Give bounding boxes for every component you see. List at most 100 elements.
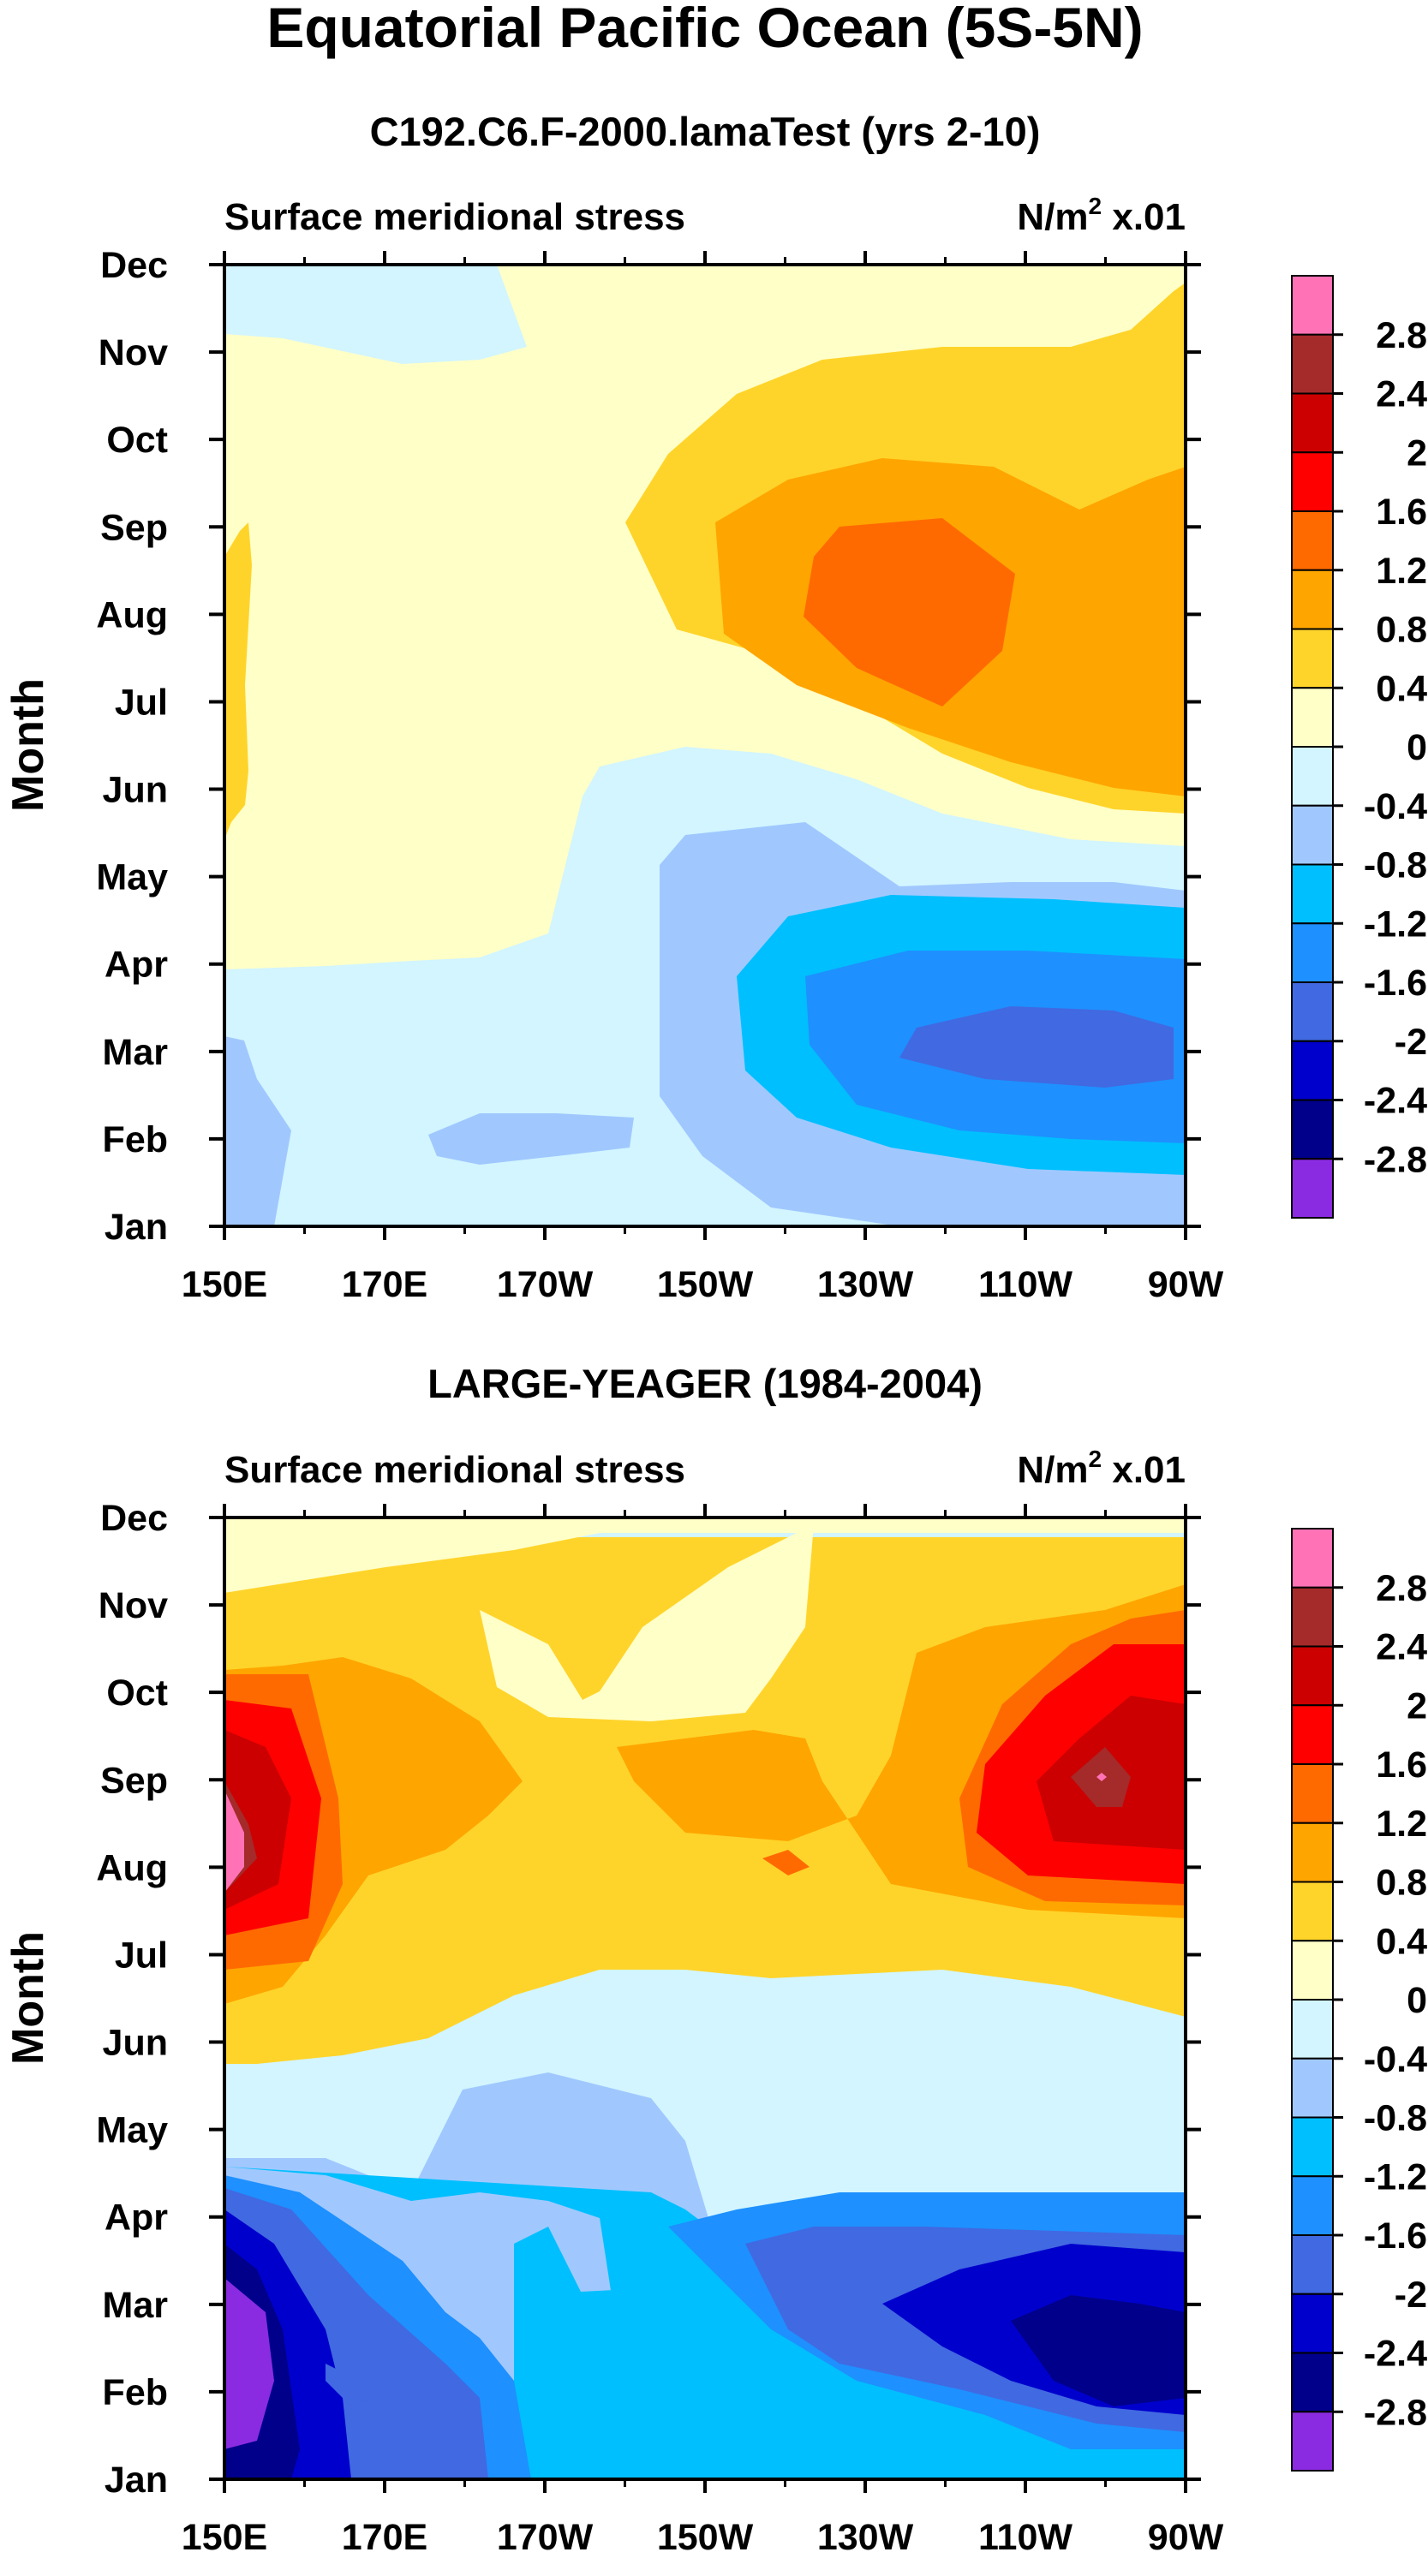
panel-2-ylabel: Month [3, 1931, 53, 2065]
y-tick-label: Oct [106, 1673, 168, 1714]
contour-region [480, 1524, 814, 1721]
colorbar-label: -2.4 [1364, 1081, 1427, 1122]
contour-region [224, 265, 527, 364]
x-tick-label: 110W [978, 2517, 1072, 2558]
figure-title: Equatorial Pacific Ocean (5S-5N) [266, 0, 1143, 59]
contour-region [224, 1518, 1186, 1593]
contour-region [899, 1006, 1174, 1088]
colorbar-swatch [1291, 2411, 1334, 2472]
y-tick-label: Dec [100, 1498, 168, 1539]
y-tick-label: Mar [103, 2285, 169, 2326]
colorbar-label: -2 [1395, 1022, 1427, 1063]
colorbar-label: 2 [1407, 1685, 1427, 1726]
colorbar-label: -0.4 [1364, 786, 1427, 827]
y-tick-label: May [96, 857, 168, 898]
colorbar-swatch [1291, 687, 1334, 748]
colorbar-label: 1.2 [1376, 551, 1427, 592]
colorbar-swatch [1291, 510, 1334, 571]
colorbar-swatch [1291, 1645, 1334, 1707]
panel-1-left-label: Surface meridional stress [224, 196, 685, 238]
y-tick-label: Feb [103, 1119, 168, 1160]
y-tick-label: Nov [99, 332, 168, 373]
colorbar-swatch [1291, 1040, 1334, 1101]
panel-2: LARGE-YEAGER (1984-2004) Surface meridio… [3, 1361, 1224, 2558]
colorbar-swatch [1291, 275, 1334, 336]
colorbar-label: 2.4 [1376, 1627, 1427, 1668]
y-tick-label: Nov [99, 1585, 168, 1626]
contour-region [762, 1850, 810, 1875]
colorbar-swatch [1291, 981, 1334, 1042]
colorbar-label: -2.4 [1364, 2334, 1427, 2375]
y-tick-label: Aug [96, 594, 168, 635]
y-tick-label: Apr [105, 2197, 168, 2239]
x-tick-label: 150E [182, 2517, 267, 2558]
y-tick-label: Jan [105, 2460, 168, 2501]
colorbar-label: -2.8 [1364, 1139, 1427, 1180]
x-tick-label: 130W [817, 1264, 914, 1305]
panel-1-field [224, 265, 1186, 1226]
x-tick-label: 90W [1148, 2517, 1224, 2558]
y-tick-label: Jun [103, 2023, 168, 2064]
y-tick-label: Sep [100, 1760, 168, 1801]
y-tick-label: Jul [115, 1935, 168, 1976]
colorbar-swatch [1291, 863, 1334, 925]
colorbar-label: -1.6 [1364, 2215, 1427, 2257]
colorbar-swatch [1291, 569, 1334, 630]
contour-region [326, 2364, 377, 2406]
colorbar-swatch [1291, 804, 1334, 866]
colorbar-label: 0.4 [1376, 668, 1427, 709]
colorbar-swatch [1291, 451, 1334, 512]
x-tick-label: 150E [182, 1264, 267, 1305]
y-tick-label: Apr [105, 945, 168, 986]
panel-1-units-label: N/m2 x.01 [1017, 193, 1186, 238]
contour-region [1011, 2295, 1186, 2406]
contour-region [224, 2278, 274, 2449]
contour-region [428, 1113, 634, 1165]
panel-2-title: LARGE-YEAGER (1984-2004) [427, 1361, 983, 1406]
colorbar-1: 2.8 2.4 2 1.6 1.2 0.8 0.4 0 -0.4 -0.8 -1.2 -1.6 -2 -2… [1291, 275, 1427, 1219]
colorbar-label: 1.2 [1376, 1804, 1427, 1845]
colorbar-label: -1.2 [1364, 903, 1427, 945]
colorbar-swatch [1291, 1940, 1334, 2001]
y-tick-label: Jul [115, 682, 168, 723]
colorbar-label: 0.8 [1376, 610, 1427, 651]
contour-region [224, 1036, 291, 1226]
colorbar-label: -1.6 [1364, 963, 1427, 1004]
y-tick-label: May [96, 2110, 168, 2151]
colorbar-swatch [1291, 1528, 1334, 1589]
x-tick-label: 150W [657, 2517, 754, 2558]
colorbar-swatch [1291, 392, 1334, 454]
contour-region [224, 522, 252, 839]
colorbar-swatch [1291, 1763, 1334, 1824]
x-tick-label: 170W [497, 1264, 594, 1305]
x-tick-label: 150W [657, 1264, 754, 1305]
colorbar-swatch [1291, 746, 1334, 807]
colorbar-swatch [1291, 1099, 1334, 1160]
colorbar-swatch [1291, 1586, 1334, 1648]
colorbar-label: -1.2 [1364, 2156, 1427, 2197]
colorbar-swatch [1291, 2234, 1334, 2295]
colorbar-swatch [1291, 628, 1334, 689]
colorbar-label: 0.4 [1376, 1921, 1427, 1962]
colorbar-label: -0.8 [1364, 845, 1427, 886]
colorbar-swatch [1291, 333, 1334, 395]
x-tick-label: 170W [497, 2517, 594, 2558]
colorbar-label: 2.4 [1376, 374, 1427, 415]
y-tick-label: Oct [106, 420, 168, 461]
colorbar-label: -2 [1395, 2275, 1427, 2316]
contour-region [1096, 1773, 1107, 1781]
y-tick-label: Jan [105, 1207, 168, 1248]
x-tick-label: 130W [817, 2517, 914, 2558]
panel-2-left-label: Surface meridional stress [224, 1449, 685, 1491]
colorbar-2: 2.8 2.4 2 1.6 1.2 0.8 0.4 0 -0.4 -0.8 -1.2 -1.6 -2 -2… [1291, 1528, 1427, 2472]
colorbar-label: -0.8 [1364, 2098, 1427, 2139]
y-tick-label: Aug [96, 1847, 168, 1888]
panel-1-ylabel: Month [3, 678, 53, 812]
colorbar-label: 0 [1407, 1980, 1427, 2021]
colorbar-swatch [1291, 1158, 1334, 1219]
colorbar-swatch [1291, 922, 1334, 983]
panel-1-title: C192.C6.F-2000.lamaTest (yrs 2-10) [370, 109, 1041, 154]
contour-region [224, 1790, 244, 1893]
colorbar-label: 2 [1407, 432, 1427, 474]
colorbar-label: 1.6 [1376, 492, 1427, 533]
